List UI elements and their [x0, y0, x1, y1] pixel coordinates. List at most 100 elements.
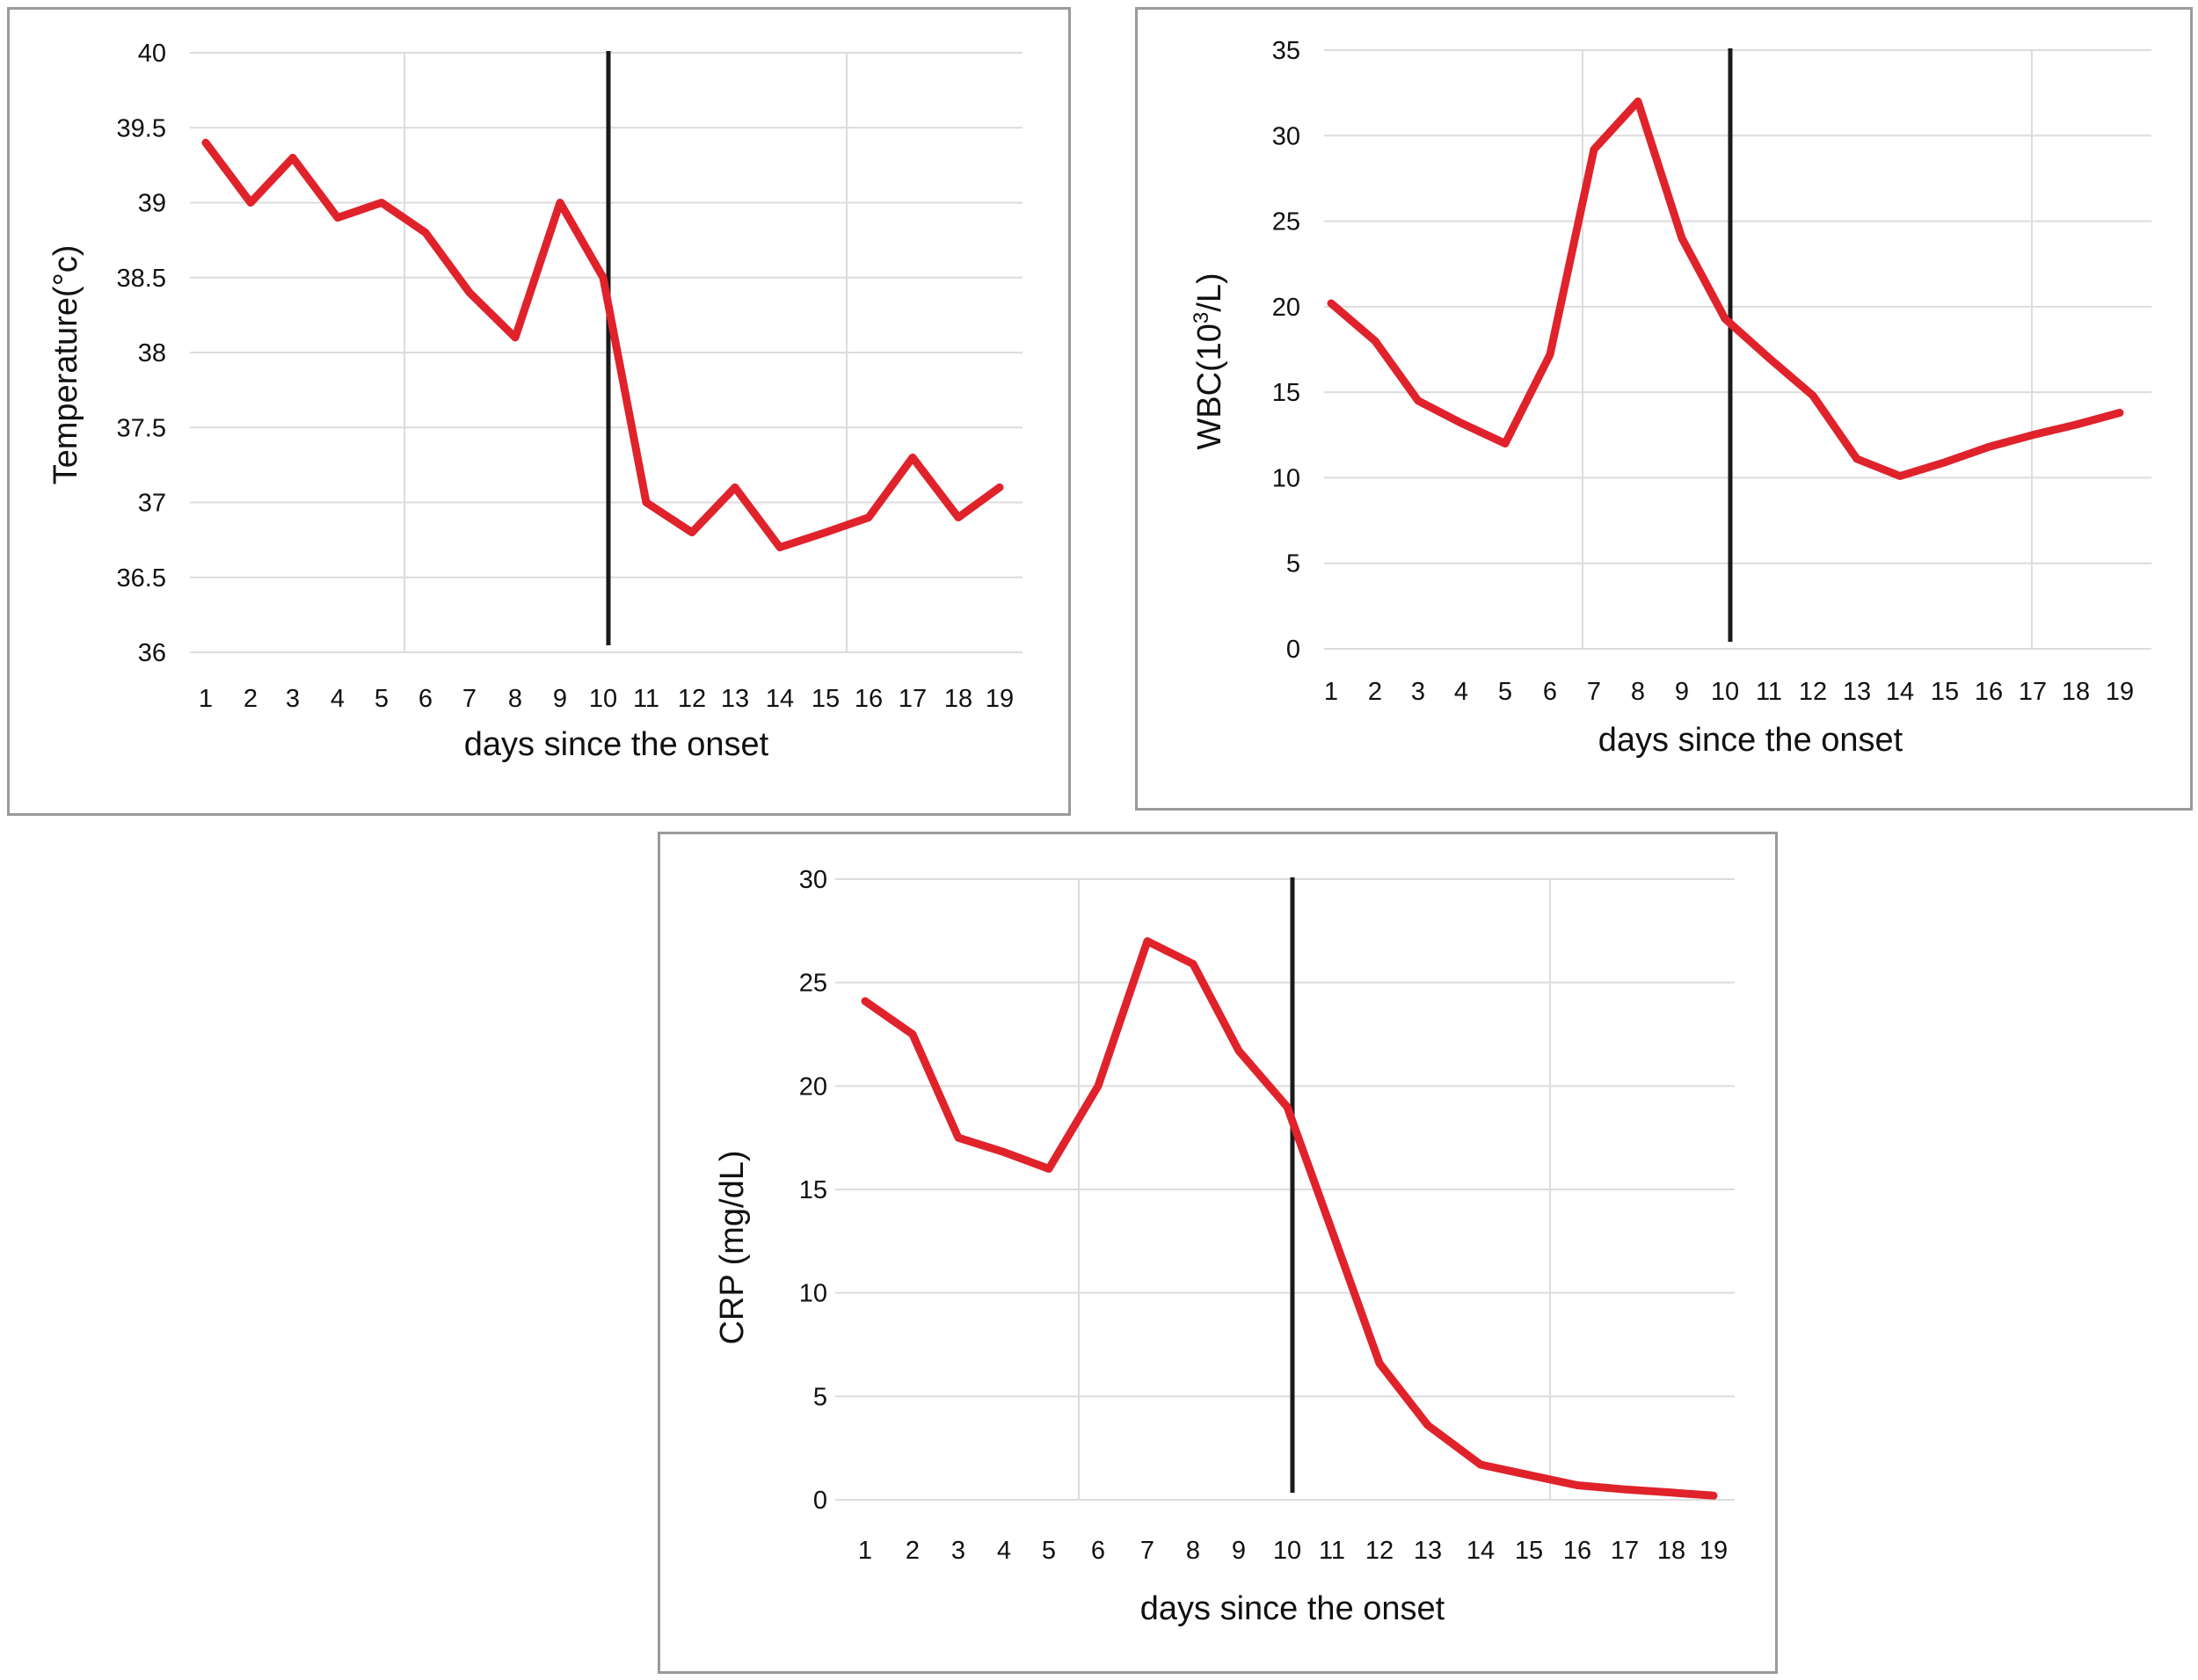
temperature-data-point [512, 333, 519, 341]
temperature-x-axis-title: days since the onset [464, 726, 769, 763]
crp-data-point [1190, 960, 1197, 968]
crp-data-point [1574, 1481, 1581, 1489]
temperature-x-tick-label: 2 [244, 685, 258, 713]
crp-x-tick-label: 3 [951, 1537, 965, 1565]
temperature-x-ticks: 1 2 3 4 5 6 7 8 9 10 11 12 13 14 15 16 17 18 19 [199, 685, 1014, 713]
crp-x-tick-label: 12 [1365, 1537, 1394, 1565]
crp-data-point [862, 997, 869, 1005]
wbc-x-tick-label: 18 [2062, 678, 2090, 706]
crp-x-tick-label: 17 [1611, 1537, 1639, 1565]
crp-x-tick-label: 16 [1563, 1537, 1591, 1565]
crp-x-tick-label: 8 [1186, 1537, 1200, 1565]
temperature-data-point [202, 139, 209, 147]
crp-x-tick-label: 18 [1657, 1537, 1685, 1565]
temperature-x-tick-label: 5 [375, 685, 389, 713]
wbc-data-point [1547, 351, 1554, 359]
crp-x-tick-label: 6 [1091, 1537, 1105, 1565]
wbc-data-point [1502, 440, 1509, 447]
temperature-data-point [688, 528, 695, 536]
wbc-x-tick-label: 8 [1631, 678, 1645, 706]
crp-data-point [1621, 1486, 1628, 1494]
temperature-x-tick-label: 13 [721, 685, 749, 713]
crp-data-point [1710, 1492, 1717, 1500]
temperature-y-tick-label: 37 [138, 490, 166, 518]
wbc-x-tick-label: 15 [1931, 678, 1959, 706]
wbc-y-tick-label: 10 [1272, 464, 1300, 492]
temperature-y-tick-label: 38 [138, 339, 166, 367]
crp-x-axis-title: days since the onset [1140, 1590, 1445, 1627]
crp-y-tick-label: 0 [813, 1487, 827, 1515]
temperature-x-tick-label: 1 [199, 685, 213, 713]
crp-x-tick-label: 10 [1273, 1537, 1301, 1565]
crp-y-tick-label: 10 [799, 1280, 827, 1308]
crp-chart-panel: 0 5 10 15 20 25 30 1 2 3 4 5 6 7 8 9 10 11 12 13 14 15 16 17 18… [658, 832, 1778, 1674]
crp-data-point [1668, 1488, 1675, 1496]
crp-data-point [1144, 937, 1151, 945]
wbc-data-point [1634, 98, 1641, 105]
wbc-y-tick-label: 5 [1286, 550, 1300, 578]
temperature-data-point [731, 484, 739, 491]
wbc-y-tick-label: 0 [1286, 636, 1300, 664]
temperature-y-tick-label: 37.5 [117, 414, 166, 442]
crp-x-tick-label: 11 [1319, 1537, 1345, 1565]
temperature-x-tick-label: 14 [766, 685, 794, 713]
wbc-x-tick-label: 12 [1799, 678, 1827, 706]
temperature-y-tick-label: 36 [138, 639, 166, 667]
wbc-y-axis-title-main: WBC(10 [1191, 324, 1228, 450]
crp-series-line [861, 937, 1718, 1500]
wbc-x-tick-label: 9 [1675, 678, 1689, 706]
wbc-x-tick-label: 6 [1543, 678, 1557, 706]
wbc-x-tick-label: 1 [1324, 678, 1338, 706]
crp-x-tick-label: 4 [997, 1537, 1011, 1565]
temperature-y-tick-label: 39 [138, 190, 166, 218]
wbc-series-line [1327, 97, 2124, 480]
wbc-x-tick-label: 2 [1368, 678, 1382, 706]
crp-x-tick-label: 1 [858, 1537, 872, 1565]
temperature-y-tick-label: 40 [138, 40, 166, 68]
wbc-data-point [1721, 315, 1729, 323]
crp-x-tick-label: 15 [1515, 1537, 1543, 1565]
wbc-y-tick-label: 15 [1272, 379, 1300, 407]
crp-y-tick-label: 20 [799, 1073, 827, 1101]
wbc-grid [1324, 49, 2151, 650]
temperature-y-tick-label: 36.5 [117, 564, 166, 593]
wbc-x-axis-title: days since the onset [1598, 722, 1903, 759]
wbc-y-tick-label: 30 [1272, 122, 1300, 150]
crp-x-tick-label: 19 [1699, 1537, 1728, 1565]
crp-grid [835, 878, 1735, 1501]
crp-data-point [955, 1134, 962, 1142]
wbc-x-tick-label: 5 [1498, 678, 1512, 706]
temperature-x-tick-label: 8 [508, 685, 522, 713]
wbc-x-tick-label: 11 [1756, 678, 1782, 706]
wbc-x-tick-label: 14 [1886, 678, 1914, 706]
crp-x-tick-label: 13 [1414, 1537, 1442, 1565]
wbc-data-point [2116, 409, 2123, 417]
temperature-chart-panel: 36 36.5 37 37.5 38 38.5 39 39.5 40 1 2 3 4 5 6 7 8 9 10 11… [7, 7, 1071, 816]
temperature-data-point [422, 229, 429, 236]
crp-x-tick-label: 7 [1140, 1537, 1154, 1565]
temperature-data-point [466, 288, 473, 296]
wbc-chart-panel: 0 5 10 15 20 25 30 35 1 2 3 4 5 6 7 8 9 10 11 12 13 14 15 16 17… [1135, 7, 2193, 811]
wbc-data-point [1985, 443, 1992, 451]
temperature-x-tick-label: 10 [589, 685, 617, 713]
temperature-data-point [334, 214, 341, 222]
crp-data-point [1095, 1082, 1102, 1090]
temperature-x-tick-label: 17 [899, 685, 927, 713]
temperature-x-tick-label: 11 [633, 685, 659, 713]
temperature-data-point [557, 199, 564, 207]
wbc-data-point [1941, 458, 1948, 466]
temperature-data-point [643, 498, 650, 506]
wbc-data-point [1328, 300, 1335, 307]
temperature-x-tick-label: 18 [944, 685, 972, 713]
crp-data-point [909, 1030, 916, 1038]
temperature-x-tick-label: 9 [553, 685, 567, 713]
temperature-x-tick-label: 4 [331, 685, 345, 713]
temperature-y-axis-title: Temperature(°c) [47, 245, 84, 485]
temperature-x-tick-label: 12 [678, 685, 706, 713]
wbc-y-tick-label: 20 [1272, 294, 1300, 322]
temperature-data-point [600, 273, 607, 281]
wbc-data-point [1678, 235, 1685, 242]
wbc-data-point [1765, 354, 1772, 362]
